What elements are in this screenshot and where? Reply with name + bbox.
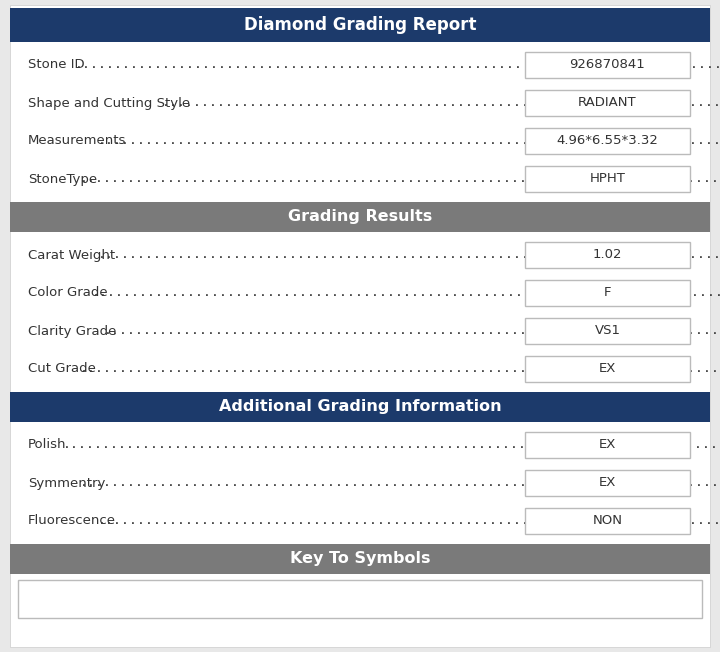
Text: ................................................................................: ........................................… xyxy=(74,59,720,72)
Text: Fluorescence: Fluorescence xyxy=(28,514,116,527)
Text: Clarity Grade: Clarity Grade xyxy=(28,325,117,338)
Text: ................................................................................: ........................................… xyxy=(80,363,720,376)
Text: Polish: Polish xyxy=(28,439,66,451)
Text: ................................................................................: ........................................… xyxy=(92,286,720,299)
Text: EX: EX xyxy=(599,477,616,490)
Bar xyxy=(10,202,710,232)
Text: Stone ID: Stone ID xyxy=(28,59,85,72)
Bar xyxy=(525,52,690,78)
Text: Additional Grading Information: Additional Grading Information xyxy=(219,400,501,415)
Text: HPHT: HPHT xyxy=(590,173,626,186)
Text: NON: NON xyxy=(593,514,623,527)
Text: Carat Weight: Carat Weight xyxy=(28,248,115,261)
Text: Symmentry: Symmentry xyxy=(28,477,105,490)
Bar xyxy=(525,470,690,496)
Text: ................................................................................: ........................................… xyxy=(98,248,720,261)
Text: RADIANT: RADIANT xyxy=(578,96,636,110)
Text: EX: EX xyxy=(599,439,616,451)
Bar xyxy=(18,580,702,618)
Text: ................................................................................: ........................................… xyxy=(80,477,720,490)
Text: ................................................................................: ........................................… xyxy=(80,173,720,186)
Bar xyxy=(525,166,690,192)
Text: Grading Results: Grading Results xyxy=(288,209,432,224)
Text: Measurements: Measurements xyxy=(28,134,127,147)
Text: Shape and Cutting Style: Shape and Cutting Style xyxy=(28,96,190,110)
Bar xyxy=(525,90,690,116)
Text: 4.96*6.55*3.32: 4.96*6.55*3.32 xyxy=(557,134,658,147)
Bar xyxy=(525,318,690,344)
Text: ................................................................................: ........................................… xyxy=(161,96,720,110)
Bar xyxy=(525,280,690,306)
Bar xyxy=(525,242,690,268)
Text: StoneType: StoneType xyxy=(28,173,97,186)
Bar xyxy=(525,128,690,154)
Text: Color Grade: Color Grade xyxy=(28,286,107,299)
Bar xyxy=(525,508,690,534)
Text: ................................................................................: ........................................… xyxy=(98,514,720,527)
Text: 926870841: 926870841 xyxy=(570,59,645,72)
Bar xyxy=(10,544,710,574)
Text: EX: EX xyxy=(599,363,616,376)
Bar xyxy=(525,356,690,382)
Text: Key To Symbols: Key To Symbols xyxy=(289,552,431,567)
Text: ................................................................................: ........................................… xyxy=(98,134,720,147)
Text: ................................................................................: ........................................… xyxy=(104,325,720,338)
Text: Diamond Grading Report: Diamond Grading Report xyxy=(244,16,476,34)
Text: 1.02: 1.02 xyxy=(593,248,622,261)
Text: ................................................................................: ........................................… xyxy=(63,439,720,451)
Text: F: F xyxy=(604,286,611,299)
Text: Cut Grade: Cut Grade xyxy=(28,363,96,376)
Bar xyxy=(10,8,710,42)
Text: VS1: VS1 xyxy=(595,325,621,338)
Bar xyxy=(525,432,690,458)
Bar xyxy=(10,392,710,422)
